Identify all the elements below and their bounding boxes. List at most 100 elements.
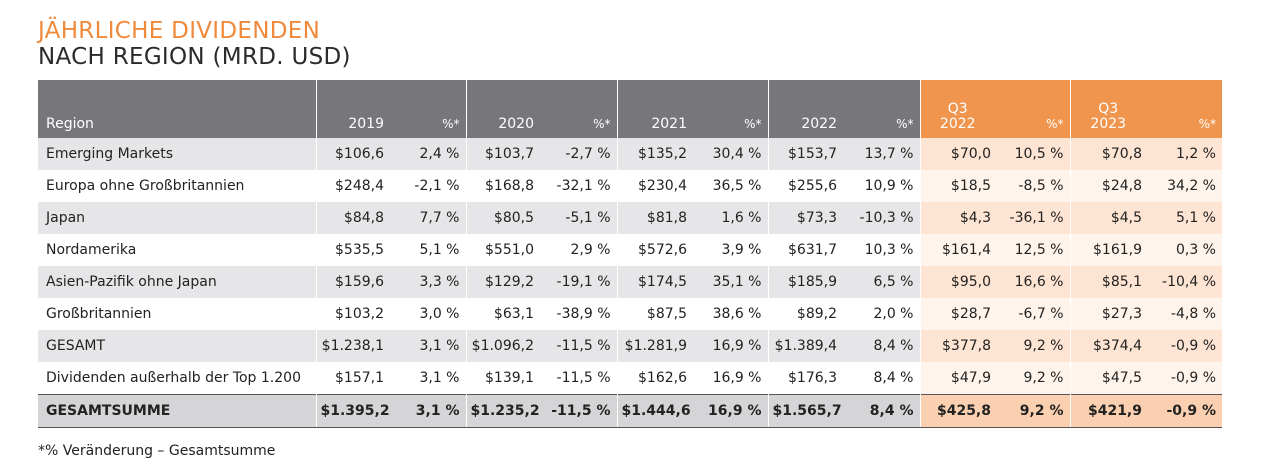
value-cell: $1.281,9: [616, 330, 693, 362]
value-cell: $161,9: [1069, 234, 1148, 266]
value-cell: 1,6 %: [693, 202, 768, 234]
table-row: Japan $84,8 7,7 % $80,5 -5,1 % $81,8 1,6 % $73,…: [38, 202, 1222, 234]
value-cell: -6,7 %: [997, 298, 1070, 330]
value-cell: -11,5 %: [540, 330, 617, 362]
value-cell: $255,6: [767, 170, 843, 202]
value-cell: 16,9 %: [693, 362, 768, 395]
value-cell: 7,7 %: [390, 202, 466, 234]
value-cell: $176,3: [767, 362, 843, 395]
column-header: 2019: [315, 80, 390, 138]
value-cell: 12,5 %: [997, 234, 1070, 266]
value-cell: -11,5 %: [540, 394, 617, 428]
value-cell: $47,9: [919, 362, 997, 395]
value-cell: -11,5 %: [540, 362, 617, 395]
column-header: 2021: [616, 80, 693, 138]
value-cell: 2,4 %: [390, 138, 466, 170]
value-cell: -0,9 %: [1148, 362, 1222, 395]
value-cell: -10,4 %: [1148, 266, 1222, 298]
value-cell: $162,6: [616, 362, 693, 395]
value-cell: $139,1: [465, 362, 540, 395]
value-cell: 10,5 %: [997, 138, 1070, 170]
column-header: %*: [390, 80, 466, 138]
value-cell: 2,0 %: [843, 298, 920, 330]
table-row: Nordamerika $535,5 5,1 % $551,0 2,9 % $572,6 3…: [38, 234, 1222, 266]
region-cell: Nordamerika: [38, 234, 316, 266]
value-cell: $1.096,2: [465, 330, 540, 362]
value-cell: $18,5: [919, 170, 997, 202]
value-cell: 38,6 %: [693, 298, 768, 330]
value-cell: $4,3: [919, 202, 997, 234]
value-cell: $374,4: [1069, 330, 1148, 362]
value-cell: 10,3 %: [843, 234, 920, 266]
column-header: %*: [540, 80, 617, 138]
value-cell: $85,1: [1069, 266, 1148, 298]
value-cell: -4,8 %: [1148, 298, 1222, 330]
header-row: Region 2019 %* 2020 %* 2021 %* 2022 %* Q3 2022 %* Q…: [38, 80, 1222, 138]
value-cell: 8,4 %: [843, 394, 920, 428]
value-cell: $73,3: [767, 202, 843, 234]
table-row: Europa ohne Großbritannien $248,4 -2,1 % $1…: [38, 170, 1222, 202]
value-cell: $161,4: [919, 234, 997, 266]
value-cell: $535,5: [315, 234, 390, 266]
value-cell: $84,8: [315, 202, 390, 234]
column-header: %*: [1148, 80, 1222, 138]
region-cell: Japan: [38, 202, 316, 234]
value-cell: $551,0: [465, 234, 540, 266]
value-cell: $174,5: [616, 266, 693, 298]
value-cell: -0,9 %: [1148, 330, 1222, 362]
value-cell: -19,1 %: [540, 266, 617, 298]
value-cell: $70,8: [1069, 138, 1148, 170]
value-cell: 16,6 %: [997, 266, 1070, 298]
value-cell: $248,4: [315, 170, 390, 202]
value-cell: 3,1 %: [390, 362, 466, 395]
value-cell: -10,3 %: [843, 202, 920, 234]
value-cell: 5,1 %: [1148, 202, 1222, 234]
region-cell: Dividenden außerhalb der Top 1.200: [38, 362, 316, 395]
table-row: Emerging Markets $106,6 2,4 % $103,7 -2,7 % $…: [38, 138, 1222, 170]
value-cell: $1.565,7: [767, 394, 843, 428]
footnote: *% Veränderung – Gesamtsumme: [38, 443, 276, 459]
value-cell: 2,9 %: [540, 234, 617, 266]
value-cell: -32,1 %: [540, 170, 617, 202]
value-cell: $103,2: [315, 298, 390, 330]
value-cell: 5,1 %: [390, 234, 466, 266]
value-cell: 16,9 %: [693, 394, 768, 428]
value-cell: $129,2: [465, 266, 540, 298]
value-cell: -5,1 %: [540, 202, 617, 234]
column-header: Q3 2023: [1069, 80, 1148, 138]
region-cell: Asien-Pazifik ohne Japan: [38, 266, 316, 298]
value-cell: $81,8: [616, 202, 693, 234]
value-cell: $1.395,2: [315, 394, 390, 428]
value-cell: 3,0 %: [390, 298, 466, 330]
value-cell: -38,9 %: [540, 298, 617, 330]
value-cell: $168,8: [465, 170, 540, 202]
value-cell: $1.444,6: [616, 394, 693, 428]
value-cell: $230,4: [616, 170, 693, 202]
value-cell: 9,2 %: [997, 394, 1070, 428]
column-header: Q3 2022: [919, 80, 997, 138]
column-header: Region: [38, 80, 316, 138]
value-cell: 30,4 %: [693, 138, 768, 170]
value-cell: $421,9: [1069, 394, 1148, 428]
value-cell: $24,8: [1069, 170, 1148, 202]
value-cell: 10,9 %: [843, 170, 920, 202]
value-cell: 3,9 %: [693, 234, 768, 266]
value-cell: $95,0: [919, 266, 997, 298]
value-cell: $28,7: [919, 298, 997, 330]
value-cell: $87,5: [616, 298, 693, 330]
value-cell: 34,2 %: [1148, 170, 1222, 202]
value-cell: $103,7: [465, 138, 540, 170]
value-cell: $135,2: [616, 138, 693, 170]
value-cell: 9,2 %: [997, 362, 1070, 395]
value-cell: $1.389,4: [767, 330, 843, 362]
value-cell: 36,5 %: [693, 170, 768, 202]
value-cell: $27,3: [1069, 298, 1148, 330]
value-cell: $70,0: [919, 138, 997, 170]
value-cell: $80,5: [465, 202, 540, 234]
value-cell: $1.235,2: [465, 394, 540, 428]
subtitle: NACH REGION (MRD. USD): [38, 44, 351, 70]
region-cell: Europa ohne Großbritannien: [38, 170, 316, 202]
region-cell: GESAMT: [38, 330, 316, 362]
value-cell: $157,1: [315, 362, 390, 395]
